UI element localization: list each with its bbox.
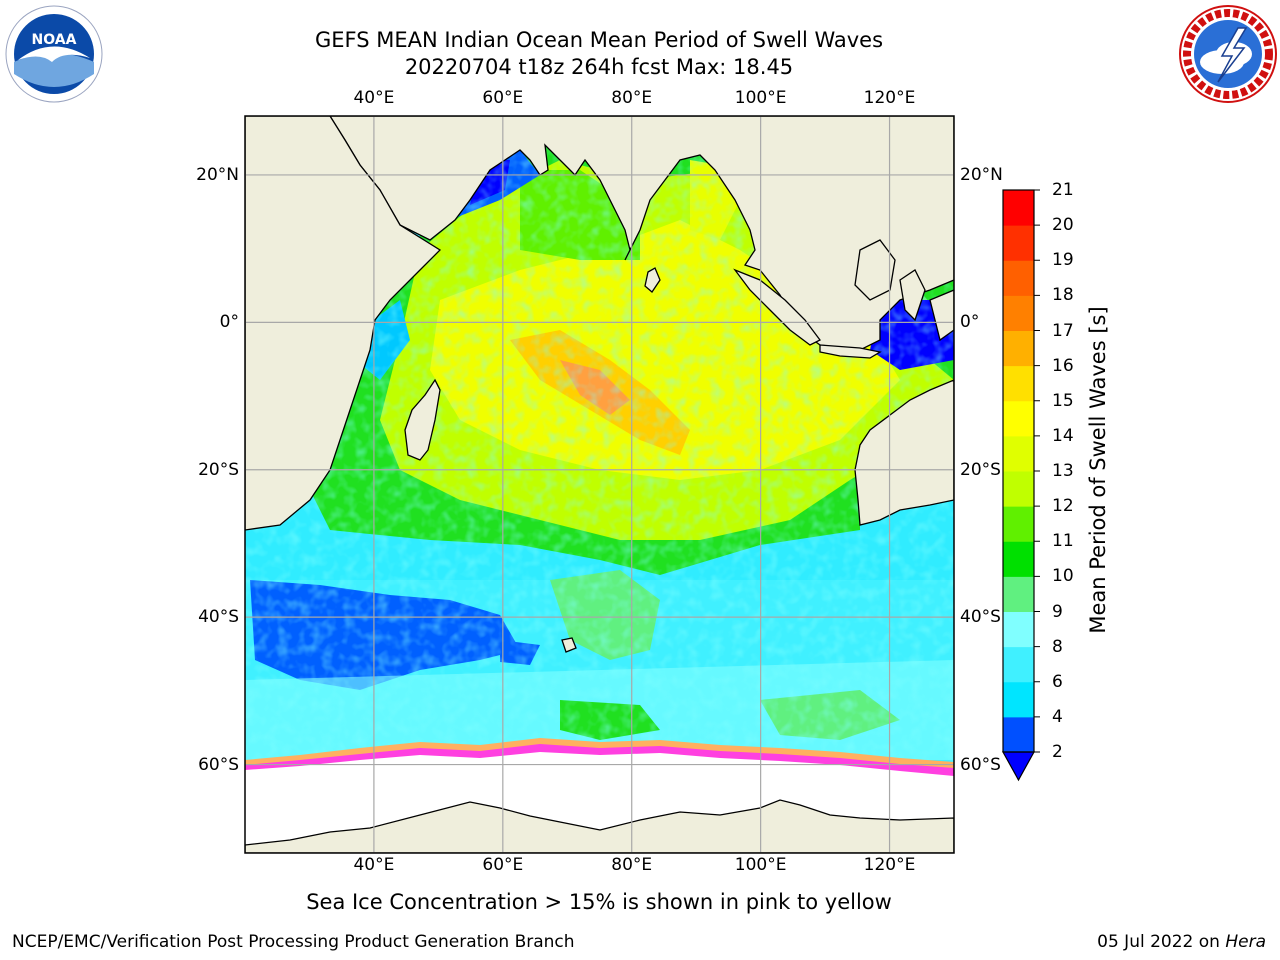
colorbar-segment <box>1003 506 1034 542</box>
colorbar-segment <box>1003 225 1034 261</box>
chart-title: GEFS MEAN Indian Ocean Mean Period of Sw… <box>314 28 884 52</box>
colorbar-segment <box>1003 400 1034 437</box>
lat-tick-left: 20°S <box>198 459 239 480</box>
lat-tick-right: 40°S <box>960 607 1001 628</box>
colorbar-segment <box>1003 611 1034 648</box>
map-grid <box>245 116 954 853</box>
lat-tick-right: 60°S <box>960 754 1001 775</box>
colorbar-segment <box>1003 541 1034 577</box>
footer-credit: NCEP/EMC/Verification Post Processing Pr… <box>12 932 575 952</box>
colorbar <box>1001 189 1040 782</box>
colorbar-level-label: 20 <box>1052 215 1074 236</box>
footer-host: Hera <box>1225 932 1266 952</box>
colorbar-segment <box>1003 190 1034 226</box>
colorbar-level-label: 6 <box>1052 671 1063 692</box>
colorbar-level-label: 11 <box>1052 531 1074 552</box>
lon-tick-bottom: 100°E <box>734 855 787 875</box>
colorbar-segment <box>1003 330 1034 367</box>
lat-tick-left: 60°S <box>198 754 239 775</box>
noaa-logo-icon: NOAA <box>5 5 103 103</box>
colorbar-segment <box>1003 716 1034 753</box>
footer-date: 05 Jul 2022 on Hera <box>1097 932 1266 952</box>
lon-tick-top: 60°E <box>482 88 524 108</box>
colorbar-segment <box>1003 576 1034 612</box>
colorbar-segment <box>1003 646 1034 683</box>
colorbar-level-label: 14 <box>1052 425 1074 446</box>
lat-tick-left: 20°N <box>196 164 239 185</box>
lat-tick-right: 20°N <box>960 164 1003 185</box>
lon-tick-bottom: 40°E <box>353 855 395 875</box>
nws-logo-icon <box>1179 5 1277 103</box>
colorbar-level-label: 12 <box>1052 496 1074 517</box>
colorbar-level-label: 13 <box>1052 461 1074 481</box>
lon-tick-top: 100°E <box>734 88 787 108</box>
colorbar-segment <box>1003 365 1034 402</box>
lon-tick-top: 40°E <box>353 88 395 108</box>
colorbar-segment <box>1003 435 1034 472</box>
colorbar-level-label: 16 <box>1052 355 1074 376</box>
footer-date-text: 05 Jul 2022 on <box>1097 932 1220 952</box>
colorbar-level-label: 15 <box>1052 390 1074 411</box>
colorbar-segment <box>1003 471 1034 507</box>
lat-tick-left: 40°S <box>198 607 239 628</box>
lon-tick-top: 80°E <box>611 88 653 108</box>
colorbar-level-label: 8 <box>1052 636 1063 657</box>
colorbar-level-label: 18 <box>1052 285 1074 306</box>
chart-subtitle: 20220704 t18z 264h fcst Max: 18.45 <box>404 55 794 79</box>
colorbar-segment <box>1003 295 1034 331</box>
map-frame <box>244 115 955 854</box>
colorbar-level-label: 4 <box>1052 706 1063 727</box>
lat-tick-right: 20°S <box>960 459 1001 480</box>
colorbar-extend-arrow <box>1001 751 1036 782</box>
colorbar-level-label: 2 <box>1052 742 1063 762</box>
noaa-logo-text: NOAA <box>32 32 77 48</box>
colorbar-title: Mean Period of Swell Waves [s] <box>1086 306 1110 634</box>
lon-tick-top: 120°E <box>863 88 916 108</box>
lat-tick-right: 0° <box>960 312 980 333</box>
colorbar-level-label: 21 <box>1052 180 1074 200</box>
colorbar-level-label: 19 <box>1052 250 1074 271</box>
lat-tick-left: 0° <box>219 312 239 333</box>
lon-tick-bottom: 120°E <box>863 855 916 875</box>
colorbar-segment <box>1003 681 1034 718</box>
sea-ice-caption: Sea Ice Concentration > 15% is shown in … <box>306 890 892 914</box>
colorbar-level-label: 17 <box>1052 320 1074 341</box>
lon-tick-bottom: 60°E <box>482 855 524 875</box>
colorbar-level-label: 10 <box>1052 566 1074 587</box>
lon-tick-bottom: 80°E <box>611 855 653 875</box>
colorbar-level-label: 9 <box>1052 601 1063 622</box>
colorbar-segment <box>1003 260 1034 296</box>
